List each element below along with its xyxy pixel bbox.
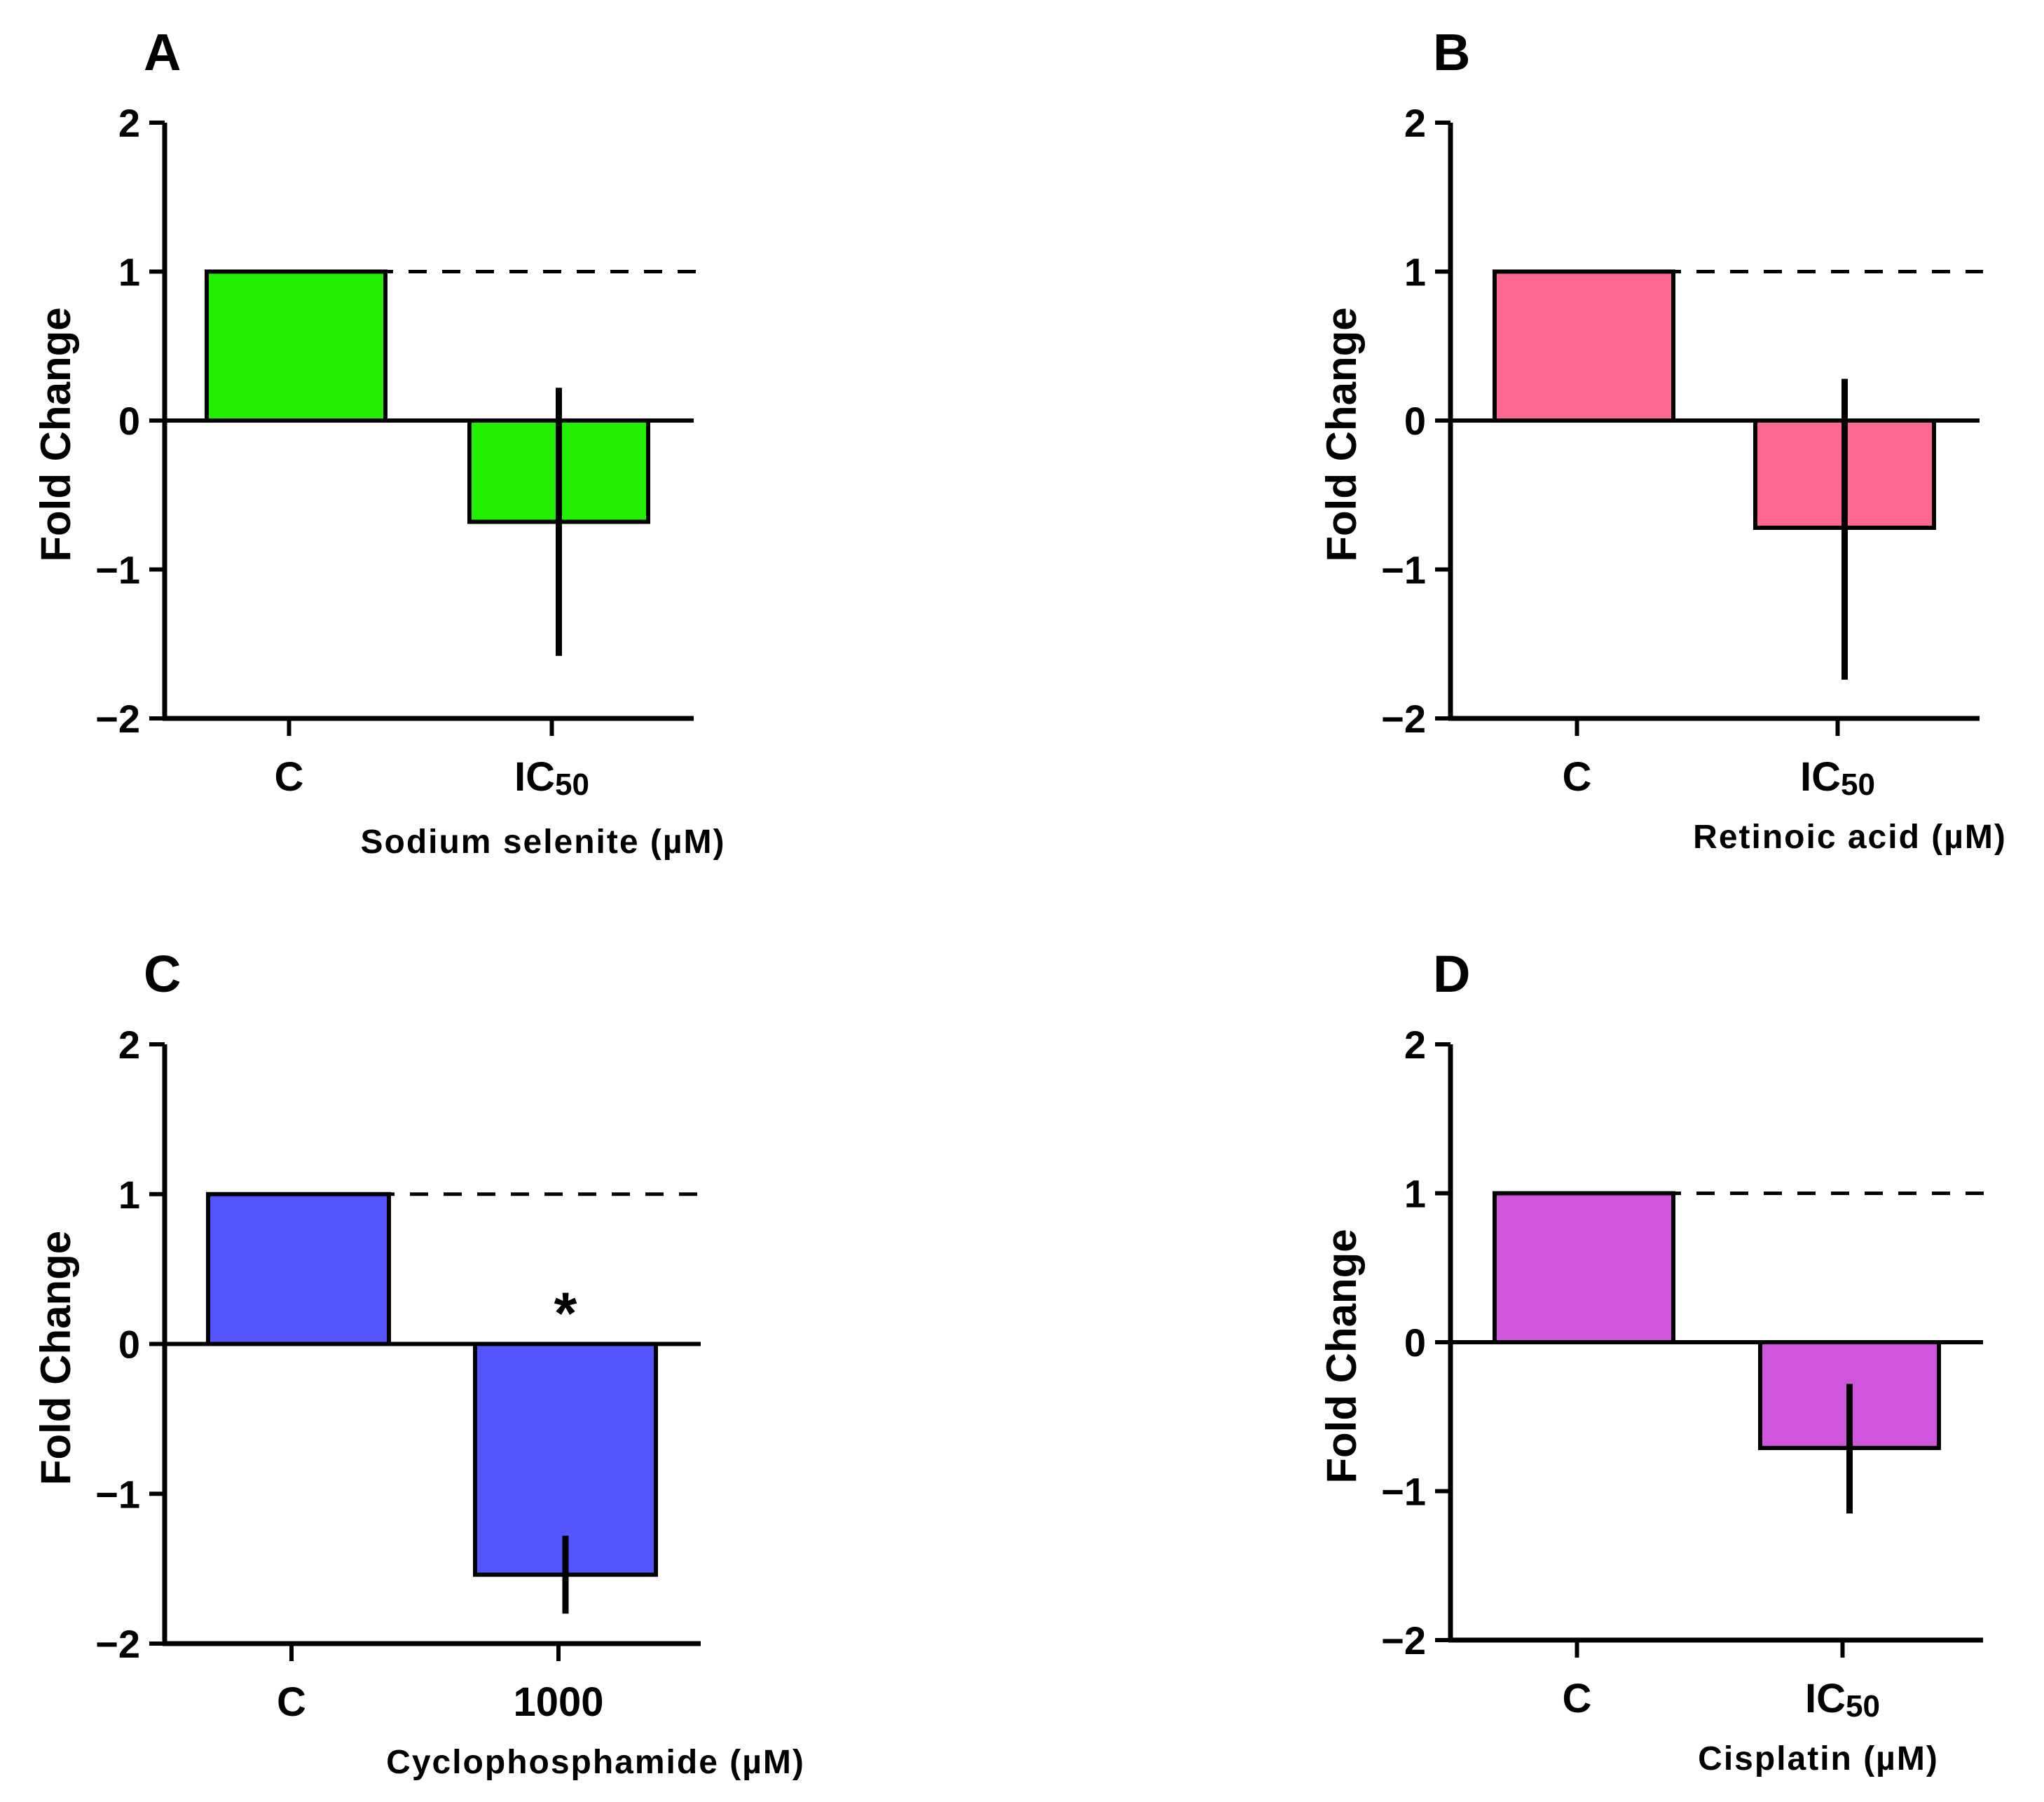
x-tick-label: C xyxy=(275,754,304,800)
y-tick-label: 1 xyxy=(1404,250,1426,294)
y-tick-label: −1 xyxy=(1381,1470,1426,1514)
y-tick-label: 1 xyxy=(1404,1172,1426,1216)
panel-letter: C xyxy=(144,945,181,1003)
significance-marker: * xyxy=(554,1281,577,1346)
y-axis-label: Fold Change xyxy=(32,307,79,561)
y-tick-label: −1 xyxy=(95,1472,140,1516)
y-tick-label: 0 xyxy=(118,1323,140,1367)
y-axis-label: Fold Change xyxy=(1318,307,1365,561)
y-tick-label: −1 xyxy=(1381,548,1426,592)
x-tick-label: IC50 xyxy=(1805,1676,1880,1723)
x-axis-label: Retinoic acid (µM) xyxy=(1693,819,2007,856)
x-tick-label: C xyxy=(1563,754,1592,800)
panel-letter: B xyxy=(1433,23,1470,81)
bar-1 xyxy=(205,269,387,423)
x-axis-label: Cisplatin (µM) xyxy=(1698,1740,1939,1777)
y-tick-label: −2 xyxy=(95,1622,140,1666)
y-tick-label: 1 xyxy=(118,1173,140,1217)
y-tick-label: 1 xyxy=(118,250,140,294)
panel-b: B2 1 0 −1 −2 C IC50 Fold Change Retinoic acid (µ… xyxy=(1318,23,2007,856)
bar-1 xyxy=(206,1192,391,1346)
y-tick-label: −2 xyxy=(95,697,140,741)
panel-letter: D xyxy=(1433,945,1470,1003)
y-tick-label: 2 xyxy=(118,101,140,145)
y-tick-label: 2 xyxy=(118,1023,140,1067)
panel-d: D2 1 0 −1 −2 C IC50 Fold Change Cisplatin (µM) xyxy=(1318,945,1987,1777)
y-tick-label: 0 xyxy=(1404,1320,1426,1365)
y-axis-label: Fold Change xyxy=(1318,1229,1365,1483)
x-axis-label: Sodium selenite (µM) xyxy=(360,824,725,861)
x-axis-label: Cyclophosphamide (µM) xyxy=(386,1744,805,1781)
x-tick-label: C xyxy=(277,1679,306,1725)
x-tick-label: IC50 xyxy=(1800,754,1875,802)
panel-letter: A xyxy=(144,23,181,81)
panel-c: C * 2 1 0 −1 −2 C 1000 Fold Change Cyclophosphamid… xyxy=(32,945,805,1781)
bar-1 xyxy=(1493,269,1675,423)
y-tick-label: 2 xyxy=(1404,1023,1426,1067)
y-axis-label: Fold Change xyxy=(32,1231,79,1485)
y-tick-label: −2 xyxy=(1381,1618,1426,1663)
x-tick-label: IC50 xyxy=(514,754,589,802)
y-tick-label: 2 xyxy=(1404,101,1426,145)
y-tick-label: −1 xyxy=(95,548,140,592)
x-tick-label: C xyxy=(1563,1676,1592,1721)
y-tick-label: 0 xyxy=(1404,399,1426,443)
y-tick-label: −2 xyxy=(1381,697,1426,741)
y-tick-label: 0 xyxy=(118,399,140,443)
panel-a: A2 1 0 −1 −2 C IC50 Fold Change Sodium selenite … xyxy=(32,23,725,861)
x-tick-label: 1000 xyxy=(513,1679,603,1725)
bar-1 xyxy=(1493,1191,1675,1344)
